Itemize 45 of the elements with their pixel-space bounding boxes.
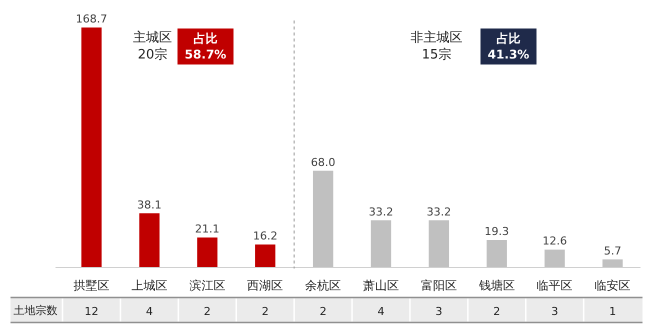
text: 2 (320, 305, 327, 318)
bar (197, 237, 218, 268)
bar (602, 259, 623, 268)
text: 4 (378, 305, 384, 318)
data-label: 33.2 (426, 205, 452, 218)
text: 2 (262, 305, 269, 318)
x-tick-label: 西湖区 (247, 278, 284, 292)
data-label: 21.1 (195, 222, 220, 236)
x-tick-label: 上城区 (131, 278, 168, 292)
data-label: 33.2 (368, 205, 394, 218)
text: 12 (84, 305, 98, 318)
data-label: 68.0 (310, 156, 336, 169)
bar (544, 250, 565, 268)
annotation: 占比 41.3% (488, 31, 530, 62)
data-label: 16.2 (252, 229, 278, 242)
text: 1 (609, 305, 616, 318)
data-label: 38.1 (137, 198, 162, 212)
bar (312, 170, 334, 268)
annotation: 占比 58.7% (184, 31, 226, 62)
text: 土地宗数 (14, 304, 58, 317)
text: 4 (146, 305, 153, 318)
x-tick-label: 萧山区 (363, 278, 399, 292)
text: 3 (435, 305, 442, 318)
annotation: 非主城区 15宗 (410, 29, 462, 63)
bar (139, 213, 160, 268)
bar (81, 28, 102, 268)
data-label: 5.7 (604, 244, 622, 258)
bar (255, 244, 276, 268)
text: 2 (204, 305, 211, 318)
x-tick-label: 钱塘区 (478, 278, 515, 292)
data-label: 12.6 (542, 234, 567, 248)
x-tick-label: 滨江区 (189, 278, 226, 292)
bar (370, 220, 392, 268)
data-label: 168.7 (76, 12, 108, 26)
x-tick-label: 临安区 (594, 278, 631, 292)
x-tick-label: 富阳区 (420, 278, 457, 292)
bar (486, 240, 507, 268)
text: 2 (493, 305, 500, 318)
x-tick-label: 拱墅区 (74, 278, 110, 292)
x-tick-label: 余杭区 (305, 278, 342, 292)
bar (428, 220, 450, 268)
annotation: 主城区 20宗 (133, 29, 172, 63)
data-label: 19.3 (484, 225, 510, 238)
x-tick-label: 临平区 (536, 278, 573, 292)
text: 3 (551, 305, 558, 318)
